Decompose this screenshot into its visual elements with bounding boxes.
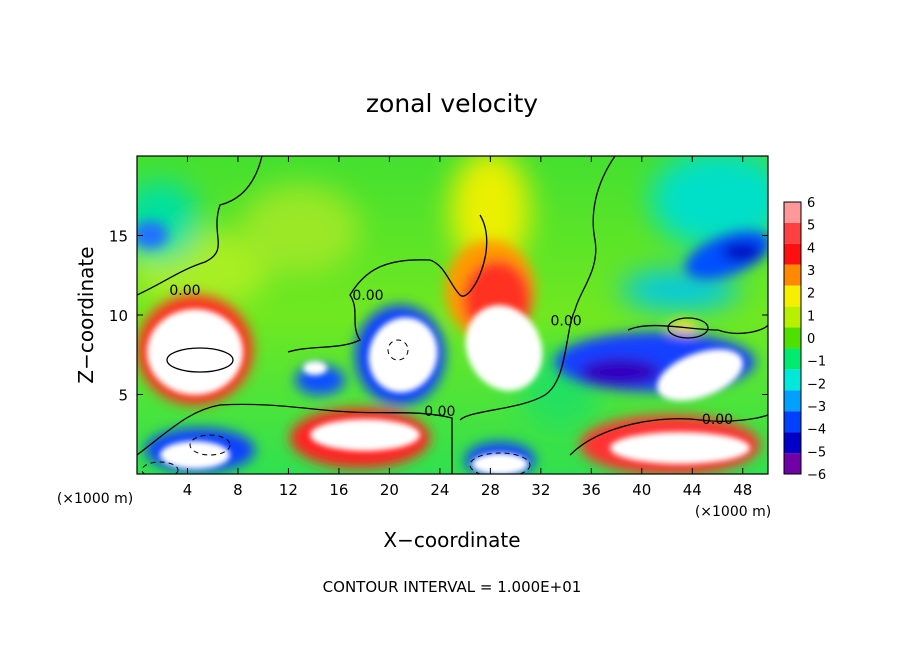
colorbar-swatch: [784, 390, 801, 412]
colorbar-swatch: [784, 202, 801, 223]
x-tick-label: 32: [531, 481, 550, 499]
svg-text:0.00: 0.00: [352, 288, 383, 304]
x-axis-label: X−coordinate: [383, 528, 520, 552]
colorbar-swatch: [784, 327, 801, 349]
x-tick-label: 24: [430, 481, 449, 499]
y-axis-label: Z−coordinate: [74, 246, 98, 383]
colorbar-swatch: [784, 222, 801, 244]
colorbar-swatch: [784, 432, 801, 454]
colorbar-swatch: [784, 411, 801, 433]
svg-text:0.00: 0.00: [424, 404, 455, 420]
x-tick-label: 20: [380, 481, 399, 499]
colorbar-label: 4: [807, 241, 815, 256]
colorbar-label: 0: [807, 332, 815, 347]
colorbar-frame: [783, 201, 802, 475]
svg-text:0.00: 0.00: [550, 313, 581, 329]
svg-text:0.00: 0.00: [169, 283, 200, 299]
colorbar-label: −6: [807, 468, 826, 483]
x-tick-label: 12: [279, 481, 298, 499]
svg-text:0.00: 0.00: [702, 412, 733, 428]
contour-label: 0.00: [352, 288, 383, 304]
x-tick-label: 4: [183, 481, 193, 499]
x-tick-label: 40: [632, 481, 651, 499]
colorbar-swatch: [784, 453, 801, 474]
colorbar-label: −5: [807, 445, 826, 460]
colorbar-label: −1: [807, 355, 826, 370]
y-tick-label: 10: [109, 307, 128, 325]
colorbar-swatch: [784, 264, 801, 286]
colorbar: 6 5 4 3 2 1 0 −1 −2 −3 −4 −5 −6: [783, 196, 826, 483]
y-tick-label: 15: [109, 228, 128, 246]
velocity-field: [137, 156, 768, 474]
colorbar-label: 5: [807, 219, 815, 234]
contour-label: 0.00: [702, 412, 733, 428]
y-tick-label: 5: [118, 387, 128, 405]
colorbar-label: −2: [807, 377, 826, 392]
x-tick-label: 8: [233, 481, 243, 499]
contour-label: 0.00: [550, 313, 581, 329]
contour-interval-note: CONTOUR INTERVAL = 1.000E+01: [323, 578, 582, 596]
x-tick-label: 28: [481, 481, 500, 499]
x-unit-right: (×1000 m): [695, 504, 771, 520]
chart-title: zonal velocity: [366, 89, 538, 118]
colorbar-label: 2: [807, 287, 815, 302]
colorbar-label: 3: [807, 264, 815, 279]
contour-label: 0.00: [169, 283, 200, 299]
colorbar-swatch: [784, 306, 801, 328]
colorbar-swatch: [784, 348, 801, 370]
x-tick-label: 36: [582, 481, 601, 499]
colorbar-swatch: [784, 285, 801, 307]
colorbar-label: −4: [807, 423, 826, 438]
contour-label: 0.00: [424, 404, 455, 420]
colorbar-label: 1: [807, 309, 815, 324]
colorbar-swatch: [784, 243, 801, 265]
colorbar-swatch: [784, 369, 801, 391]
colorbar-label: 6: [807, 196, 815, 211]
x-tick-label: 16: [329, 481, 348, 499]
x-tick-label: 44: [683, 481, 702, 499]
contour-labels: 0.00 0.00 0.00 0.00 0.00: [169, 283, 733, 428]
colorbar-label: −3: [807, 400, 826, 415]
x-tick-label: 48: [733, 481, 752, 499]
x-unit-left: (×1000 m): [57, 491, 133, 507]
